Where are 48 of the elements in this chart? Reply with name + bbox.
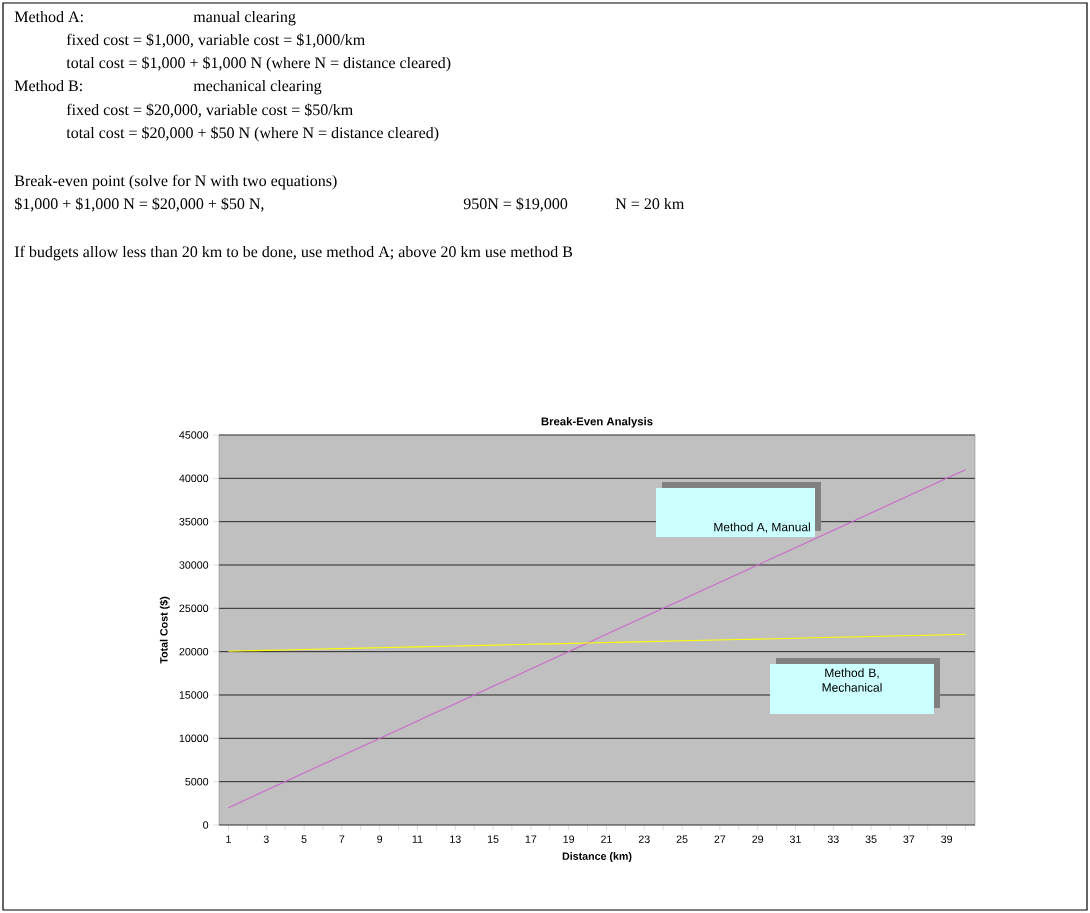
x-tick-label: 37 xyxy=(903,835,915,843)
x-tick-label: 21 xyxy=(601,835,612,843)
x-tick-label: 9 xyxy=(377,835,383,843)
x-tick-label: 19 xyxy=(563,835,575,843)
x-tick-label: 3 xyxy=(263,835,269,843)
x-tick-label: 23 xyxy=(638,835,650,843)
text: If budgets allow less than 20 km to be done, use method A; above 20 km use method B xyxy=(14,245,573,261)
x-tick-label: 25 xyxy=(676,835,688,843)
y-tick-label: 40000 xyxy=(179,474,209,483)
chart-title: Break-Even Analysis xyxy=(541,417,653,428)
text: Method A: xyxy=(14,10,83,23)
text: Break-even point (solve for N with two equations) xyxy=(14,174,337,190)
text: fixed cost = $1,000, variable cost = $1,000/km xyxy=(66,33,365,48)
x-tick-label: 33 xyxy=(827,835,839,843)
series-label: Method A, Manual xyxy=(714,522,810,533)
text: Method B, Mechanical xyxy=(822,668,882,692)
x-tick-label: 27 xyxy=(714,835,726,843)
x-tick-label: 5 xyxy=(301,835,307,843)
text: fixed cost = $20,000, variable cost = $50/km xyxy=(66,103,353,118)
x-tick-label: 15 xyxy=(487,835,499,843)
x-tick-label: 35 xyxy=(865,835,877,843)
y-tick-label: 25000 xyxy=(179,604,209,613)
x-tick-label: 39 xyxy=(941,835,953,843)
y-tick-label: 45000 xyxy=(179,431,209,439)
x-tick-label: 11 xyxy=(412,835,423,843)
x-tick-label: 31 xyxy=(789,835,801,843)
y-tick-label: 20000 xyxy=(179,647,209,656)
x-tick-label: 7 xyxy=(339,835,345,843)
text: mechanical clearing xyxy=(193,79,322,95)
text: total cost = $20,000 + $50 N (where N = distance cleared) xyxy=(66,126,439,142)
text: 950N = $19,000 xyxy=(463,197,568,212)
text: $1,000 + $1,000 N = $20,000 + $50 N, xyxy=(14,197,264,212)
y-tick-label: 15000 xyxy=(179,691,209,699)
y-tick-label: 35000 xyxy=(179,517,209,526)
text: N = 20 km xyxy=(615,197,685,210)
x-tick-label: 13 xyxy=(450,835,461,843)
y-tick-label: 0 xyxy=(203,821,209,829)
y-axis-title: Total Cost ($) xyxy=(159,596,170,664)
x-tick-label: 29 xyxy=(752,835,764,843)
text: Method B: xyxy=(14,79,82,92)
y-tick-label: 30000 xyxy=(179,561,209,569)
x-tick-label: 1 xyxy=(226,835,231,843)
y-tick-label: 10000 xyxy=(179,734,209,743)
x-axis-title: Distance (km) xyxy=(562,852,632,863)
y-tick-label: 5000 xyxy=(185,777,209,786)
text: manual clearing xyxy=(193,10,296,26)
text: total cost = $1,000 + $1,000 N (where N = distance cleared) xyxy=(66,56,451,72)
x-tick-label: 17 xyxy=(525,835,537,843)
